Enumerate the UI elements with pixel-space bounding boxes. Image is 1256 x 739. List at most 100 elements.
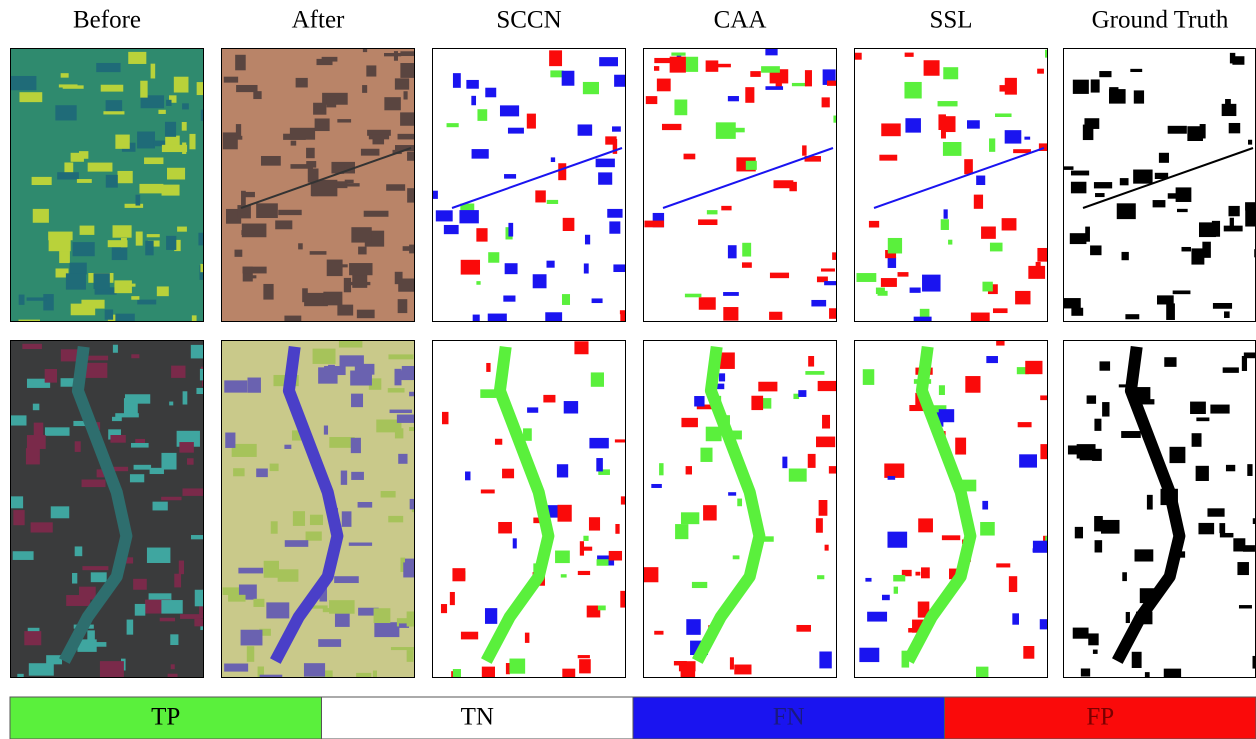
patch: [117, 170, 133, 184]
patch: [1133, 169, 1153, 184]
patch: [198, 232, 204, 246]
patch: [504, 174, 517, 179]
patch: [167, 673, 178, 678]
patch: [881, 594, 890, 601]
patch: [70, 303, 96, 316]
patch: [893, 586, 899, 594]
patch: [190, 344, 204, 359]
patch: [976, 175, 986, 186]
patch: [339, 355, 364, 367]
patch: [579, 541, 585, 556]
patch: [452, 669, 461, 678]
patch: [81, 479, 106, 488]
patch: [452, 73, 461, 88]
patch: [263, 560, 279, 578]
patch: [970, 312, 990, 322]
patch: [65, 273, 86, 290]
patch: [703, 505, 717, 521]
patch: [256, 468, 268, 478]
patch: [409, 391, 415, 397]
patch: [398, 278, 415, 292]
patch: [476, 228, 488, 242]
patch: [706, 210, 718, 215]
patch: [397, 299, 408, 314]
patch: [314, 118, 330, 132]
patch: [402, 246, 414, 251]
patch: [901, 569, 912, 577]
patch: [729, 657, 734, 670]
patch: [17, 673, 24, 678]
patch: [26, 435, 46, 449]
patch: [115, 134, 130, 149]
patch: [148, 593, 172, 604]
patch: [938, 114, 946, 131]
patch: [612, 126, 621, 132]
patch: [1222, 367, 1239, 373]
panel-content: [854, 340, 1048, 678]
patch: [1122, 572, 1127, 582]
patch: [394, 428, 404, 439]
patch: [1008, 576, 1018, 593]
patch: [407, 151, 415, 161]
patch: [199, 368, 204, 381]
patch: [1045, 49, 1048, 58]
column-header: SCCN: [496, 7, 561, 34]
patch: [943, 67, 959, 80]
patch: [1225, 464, 1236, 472]
patch: [1094, 540, 1103, 553]
patch: [200, 263, 204, 273]
patch: [1198, 522, 1215, 535]
patch: [829, 308, 837, 319]
patch: [24, 631, 42, 646]
panel-border: [432, 48, 626, 322]
patch: [992, 308, 1008, 314]
patch: [18, 319, 40, 322]
patch: [241, 190, 246, 207]
patch: [12, 551, 34, 560]
patch: [909, 287, 921, 293]
patch: [1167, 125, 1187, 134]
patch: [1125, 611, 1130, 624]
patch: [406, 650, 414, 662]
patch: [942, 142, 962, 156]
patch: [242, 266, 267, 274]
image-panel: [221, 340, 415, 678]
patch: [583, 535, 589, 541]
patch: [865, 577, 872, 582]
patch: [741, 262, 752, 268]
patch: [484, 608, 498, 624]
patch: [407, 188, 415, 203]
patch: [394, 271, 403, 285]
patch: [1163, 668, 1182, 678]
patch: [1024, 136, 1031, 140]
patch: [259, 628, 271, 636]
patch: [1071, 307, 1084, 316]
image-panel: [10, 340, 204, 678]
patch: [504, 263, 518, 275]
patch: [358, 607, 379, 616]
patch: [698, 219, 718, 226]
patch: [452, 568, 466, 582]
patch: [832, 252, 837, 260]
patch: [1080, 668, 1091, 677]
patch: [1119, 178, 1129, 186]
patch: [1025, 360, 1043, 375]
patch: [533, 517, 543, 524]
patch: [652, 212, 665, 228]
patch: [77, 639, 97, 652]
patch: [1090, 79, 1100, 93]
patch: [173, 76, 189, 93]
panel-content: [221, 48, 415, 322]
panel-border: [854, 48, 1048, 322]
patch: [140, 80, 148, 98]
river: [481, 345, 555, 664]
patch: [1099, 71, 1112, 78]
patch: [326, 96, 337, 108]
image-panel: [854, 48, 1048, 322]
patch: [190, 535, 204, 540]
patch: [194, 589, 204, 607]
legend-label: TP: [151, 704, 180, 731]
patch: [170, 664, 175, 670]
patch: [1252, 518, 1256, 525]
patch: [654, 57, 671, 64]
